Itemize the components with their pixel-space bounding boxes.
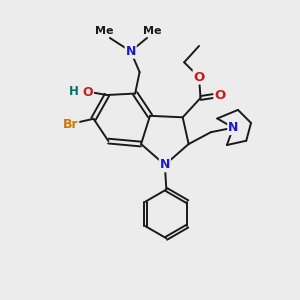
Text: O: O (214, 88, 226, 101)
Text: N: N (125, 45, 136, 58)
Text: Br: Br (63, 118, 79, 131)
Text: N: N (228, 121, 238, 134)
Text: O: O (194, 71, 205, 84)
Text: O: O (82, 85, 93, 98)
Text: Me: Me (95, 26, 114, 36)
Text: H: H (69, 85, 79, 98)
Text: N: N (160, 158, 170, 171)
Text: Me: Me (143, 26, 162, 36)
